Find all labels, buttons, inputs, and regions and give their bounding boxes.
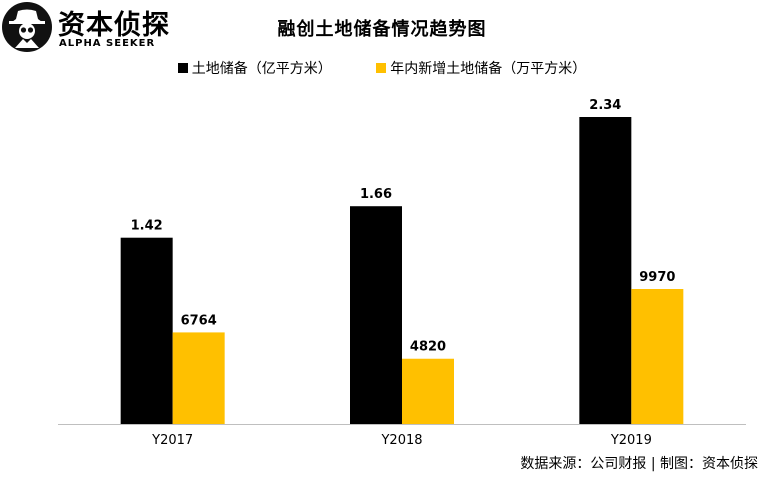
- data-label-y2018-series-1: 1.66: [360, 187, 392, 202]
- chart-legend: 土地储备（亿平方米） 年内新增土地储备（万平方米）: [0, 58, 764, 78]
- bar-y2017-series-2: [172, 332, 225, 424]
- legend-swatch-yellow: [376, 63, 387, 73]
- source-separator: |: [650, 456, 656, 472]
- bar-y2018-series-2: [402, 358, 454, 424]
- made-by-text: 制图：资本侦探: [660, 456, 758, 472]
- detective-avatar-icon: [2, 2, 52, 52]
- legend-label-new-land-reserve: 年内新增土地储备（万平方米）: [390, 61, 587, 77]
- legend-item-land-reserve: 土地储备（亿平方米）: [177, 58, 332, 78]
- data-label-y2019-series-2: 9970: [639, 270, 675, 285]
- brand-subtitle: ALPHA SEEKER: [59, 38, 156, 49]
- data-label-y2017-series-2: 6764: [181, 313, 217, 328]
- bar-y2017-series-1: [120, 237, 173, 424]
- bar-y2018-series-1: [350, 206, 402, 424]
- legend-label-land-reserve: 土地储备（亿平方米）: [191, 61, 332, 77]
- bar-y2019-series-1: [579, 117, 632, 424]
- data-source-text: 数据来源：公司财报: [520, 456, 647, 472]
- legend-swatch-black: [177, 63, 188, 73]
- chart-title: 融创土地储备情况趋势图: [277, 19, 487, 40]
- data-label-y2018-series-2: 4820: [410, 340, 446, 355]
- brand-logo: 资本侦探 ALPHA SEEKER: [2, 2, 169, 54]
- legend-item-new-land-reserve: 年内新增土地储备（万平方米）: [376, 58, 586, 78]
- bar-y2019-series-2: [631, 289, 684, 424]
- data-label-y2017-series-1: 1.42: [131, 219, 163, 234]
- x-tick-label-y2017: Y2017: [151, 433, 193, 448]
- brand-name: 资本侦探: [58, 10, 170, 41]
- source-note: 数据来源：公司财报 | 制图：资本侦探: [520, 453, 758, 473]
- x-tick-label-y2018: Y2018: [380, 433, 422, 448]
- data-label-y2019-series-1: 2.34: [589, 98, 621, 113]
- x-tick-label-y2019: Y2019: [610, 433, 652, 448]
